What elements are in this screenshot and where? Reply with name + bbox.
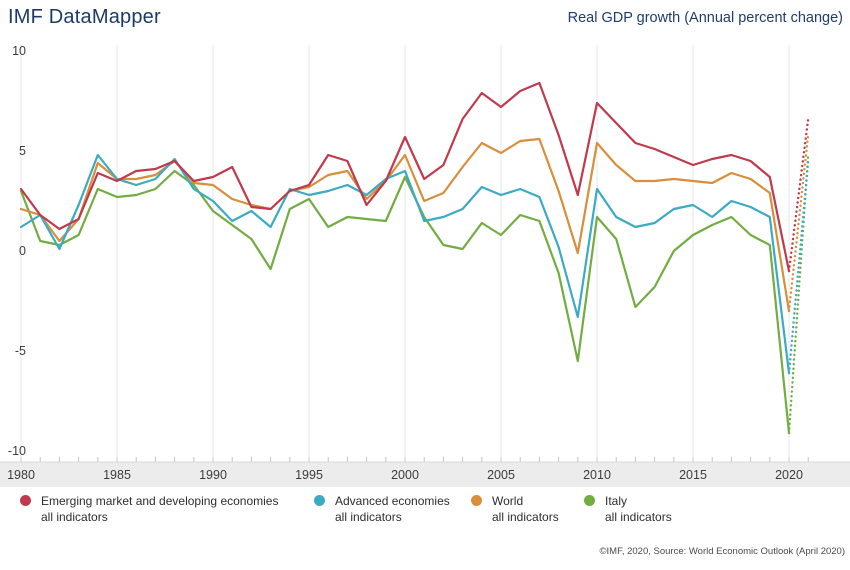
- series-projection-advanced-economies: [787, 159, 810, 375]
- legend-sublabel: all indicators: [492, 510, 559, 524]
- series-projection-emerging-market-and-developing-economies: [787, 117, 810, 273]
- chart-legend: Emerging market and developing economies…: [0, 493, 850, 539]
- legend-dot-world-icon: [471, 495, 482, 506]
- legend-item-italy[interactable]: Italy all indicators: [584, 493, 672, 525]
- series-projection-world: [787, 133, 810, 313]
- x-tick-label-1995: 1995: [295, 468, 323, 482]
- x-tick-label-1985: 1985: [103, 468, 131, 482]
- legend-dot-emerging-markets-icon: [20, 495, 31, 506]
- x-tick-label-2005: 2005: [487, 468, 515, 482]
- legend-label: Advanced economies: [335, 494, 450, 508]
- y-tick-label-5: 5: [19, 144, 26, 158]
- x-axis-band: [0, 462, 850, 487]
- x-tick-label-1990: 1990: [199, 468, 227, 482]
- x-tick-label-2000: 2000: [391, 468, 419, 482]
- app-title: IMF DataMapper: [8, 6, 161, 28]
- series-line-world: [19, 137, 791, 313]
- legend-sublabel: all indicators: [41, 510, 108, 524]
- legend-label: Italy: [605, 494, 628, 508]
- copyright-source-note: ©IMF, 2020, Source: World Economic Outlo…: [599, 546, 845, 557]
- series-line-advanced-economies: [19, 153, 791, 375]
- legend-item-advanced-economies[interactable]: Advanced economies all indicators: [314, 493, 450, 525]
- y-tick-label--5: -5: [15, 344, 26, 358]
- legend-dot-italy-icon: [584, 495, 595, 506]
- legend-item-world[interactable]: World all indicators: [471, 493, 559, 525]
- series-projection-italy: [787, 153, 810, 435]
- x-tick-label-1980: 1980: [7, 468, 35, 482]
- legend-item-emerging-markets[interactable]: Emerging market and developing economies…: [20, 493, 278, 525]
- chart-title: Real GDP growth (Annual percent change): [567, 10, 843, 26]
- gdp-line-chart[interactable]: 1980 1985 1990 1995 2000 2005 2010 2015 2020 10 5 0…: [0, 0, 850, 492]
- y-tick-label--10: -10: [8, 444, 26, 458]
- series-line-italy: [19, 169, 791, 435]
- legend-sublabel: all indicators: [335, 510, 402, 524]
- legend-sublabel: all indicators: [605, 510, 672, 524]
- x-tick-label-2010: 2010: [583, 468, 611, 482]
- x-tick-label-2020: 2020: [775, 468, 803, 482]
- series-line-emerging-market-and-developing-economies: [19, 81, 791, 273]
- x-tick-label-2015: 2015: [679, 468, 707, 482]
- legend-label: Emerging market and developing economies: [41, 494, 279, 508]
- y-tick-label-10: 10: [12, 44, 26, 58]
- legend-dot-advanced-economies-icon: [314, 495, 325, 506]
- y-tick-label-0: 0: [19, 244, 26, 258]
- legend-label: World: [492, 494, 524, 508]
